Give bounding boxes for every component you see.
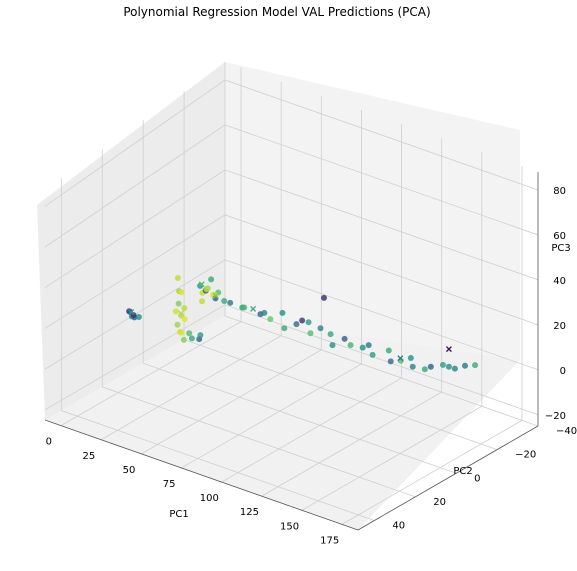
axis-edges [44,172,539,531]
data-point-67 [321,294,328,301]
scatter-points [126,275,479,373]
z-gridline-2 [44,214,539,329]
data-point-40 [445,363,452,370]
data-point-66 [299,317,306,324]
x-tick-label-0: 0 [46,437,52,448]
z-tick-label-0: −20 [545,411,566,422]
y-axis-line [357,425,539,531]
y-tick-label-2: 0 [474,473,480,484]
data-point-21 [293,321,300,328]
data-point-44 [174,275,181,282]
z-axis-label: PC3 [551,243,570,254]
data-point-7 [199,298,206,305]
y-gridline-4 [60,178,375,521]
data-point-26 [329,342,336,349]
z-tick-label-4: 60 [553,231,566,242]
x-tick-label-4: 100 [200,493,219,504]
z-tick-label-1: 0 [560,366,566,377]
data-point-41 [451,365,458,372]
data-point-39 [439,361,446,368]
x-axis-line [44,419,359,531]
data-point-59 [197,332,204,339]
x-tick-label-5: 125 [240,507,259,518]
y-gridline-3 [101,149,416,498]
data-point-20 [281,325,288,332]
y-tick-label-3: 20 [433,497,446,508]
data-point-cross-71 [445,346,452,353]
pane-back [225,62,520,360]
data-point-cross-72 [128,309,135,316]
data-point-47 [175,300,182,307]
data-point-25 [327,331,334,338]
data-point-33 [387,358,394,365]
data-point-cross-73 [250,305,257,312]
data-point-18 [267,316,274,323]
data-point-19 [279,309,286,316]
z-gridline-5 [44,79,539,207]
data-point-15 [241,304,248,311]
data-point-36 [409,363,416,370]
chart-title: Polynomial Regression Model VAL Predicti… [123,5,430,19]
axes-panes [37,62,520,530]
data-point-13 [227,299,234,306]
data-point-52 [174,321,181,328]
x-tick-label-6: 150 [280,521,299,532]
data-point-43 [472,362,479,369]
data-point-48 [181,305,188,312]
x-tick-label-2: 50 [123,465,136,476]
data-point-56 [186,330,193,337]
data-point-35 [407,354,414,361]
data-point-28 [347,342,354,349]
data-point-46 [178,289,185,296]
tick-labels: 0 25 50 75 100 125 150 175 −40 −20 0 20 40 −20 0 20 40 60… [46,186,577,546]
data-point-cross-70 [178,310,185,317]
data-point-38 [427,363,434,370]
data-point-24 [317,325,324,332]
y-tick-label-1: −20 [515,450,536,461]
x-tick-label-3: 75 [163,479,176,490]
data-point-31 [369,351,376,358]
data-point-23 [307,330,314,337]
y-gridline-0 [224,62,539,427]
data-point-cross-68 [198,281,205,288]
z-tick-label-3: 40 [553,276,566,287]
z-tick-label-5: 80 [553,186,566,197]
data-point-65 [135,314,142,321]
data-point-30 [365,342,372,349]
x-axis-label: PC1 [169,509,188,520]
data-point-12 [221,297,228,304]
data-point-27 [341,335,348,342]
z-gridline-0 [44,304,539,416]
data-point-22 [305,319,312,326]
y-tick-label-4: 40 [392,521,405,532]
y-axis-label: PC2 [453,466,472,477]
z-tick-label-2: 20 [553,321,566,332]
data-point-42 [461,362,468,369]
data-point-37 [421,366,428,373]
data-point-57 [188,335,195,342]
data-point-11 [203,286,210,293]
data-point-29 [359,344,366,351]
data-point-54 [178,329,185,336]
data-point-cross-74 [397,355,404,362]
data-point-49 [172,308,179,315]
y-tick-label-0: −40 [556,426,577,437]
gridlines [44,62,539,525]
y-gridline-2 [142,120,457,474]
z-gridline-1 [44,259,539,371]
z-gridline-4 [44,124,539,248]
data-point-51 [181,316,188,323]
data-point-17 [261,309,268,316]
data-point-cross-69 [212,292,219,299]
x-tick-label-7: 175 [320,535,339,546]
z-gridline-3 [44,169,539,289]
data-point-55 [180,336,187,343]
x-tick-label-1: 25 [83,451,96,462]
data-point-6 [208,276,215,283]
data-point-32 [385,347,392,354]
